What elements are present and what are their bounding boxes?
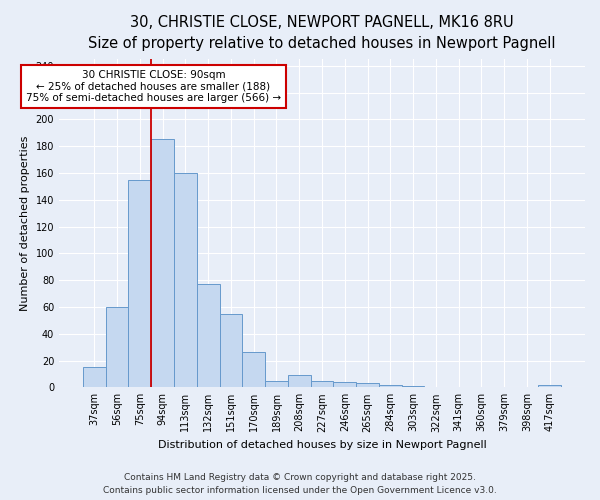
Text: 30 CHRISTIE CLOSE: 90sqm
← 25% of detached houses are smaller (188)
75% of semi-: 30 CHRISTIE CLOSE: 90sqm ← 25% of detach… [26,70,281,103]
Bar [83,367,106,388]
Bar [242,352,265,388]
Bar [106,307,128,388]
Bar [128,180,151,388]
Bar [197,284,220,388]
Bar [334,382,356,388]
Bar [174,173,197,388]
Bar [220,314,242,388]
Bar [265,380,288,388]
Bar [311,380,334,388]
Y-axis label: Number of detached properties: Number of detached properties [20,136,30,311]
Text: Contains HM Land Registry data © Crown copyright and database right 2025.
Contai: Contains HM Land Registry data © Crown c… [103,474,497,495]
X-axis label: Distribution of detached houses by size in Newport Pagnell: Distribution of detached houses by size … [158,440,487,450]
Bar [288,375,311,388]
Bar [538,384,561,388]
Bar [402,386,424,388]
Bar [151,140,174,388]
Title: 30, CHRISTIE CLOSE, NEWPORT PAGNELL, MK16 8RU
Size of property relative to detac: 30, CHRISTIE CLOSE, NEWPORT PAGNELL, MK1… [88,15,556,51]
Bar [356,384,379,388]
Bar [379,384,402,388]
